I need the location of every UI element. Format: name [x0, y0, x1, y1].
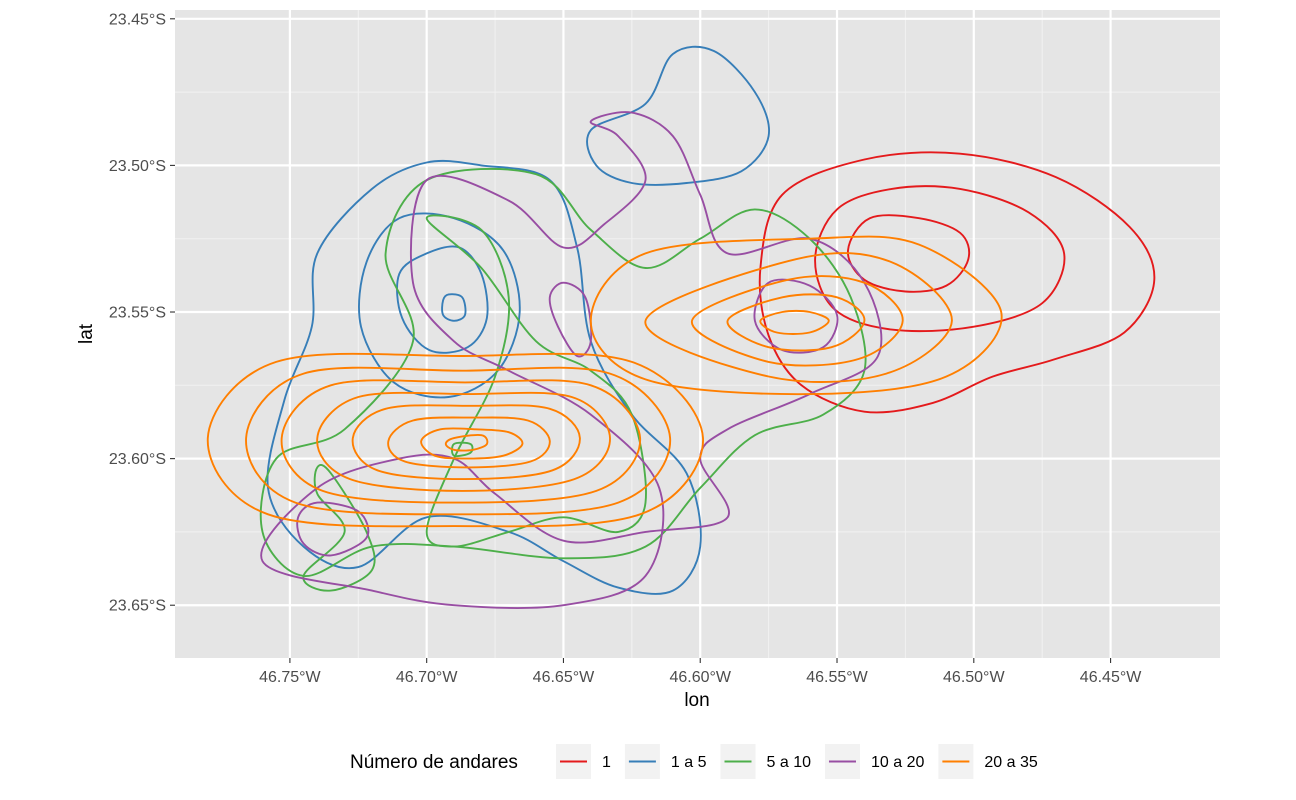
contour-line	[387, 416, 551, 469]
contour-line	[351, 404, 581, 481]
legend-label: 1 a 5	[671, 754, 707, 771]
contour-line	[451, 441, 474, 458]
contour-line	[691, 275, 904, 367]
contour-line	[441, 293, 467, 322]
x-tick-label: 46.70°W	[396, 669, 458, 686]
y-axis-title: lat	[76, 323, 97, 344]
contour-line	[589, 235, 1003, 396]
contour-line	[759, 309, 830, 335]
y-tick-label: 23.50°S	[109, 158, 166, 175]
legend-item: 10 a 20	[824, 744, 924, 779]
contour-line	[758, 151, 1156, 414]
legend-item: 1 a 5	[624, 744, 707, 779]
legend: Número de andares 1 1 a 5 5 a 10 10 a 20 20 …	[350, 744, 1038, 779]
contour-line	[814, 185, 1066, 333]
contour-line	[302, 463, 376, 592]
x-axis-title: lon	[684, 690, 709, 711]
contour-line	[245, 366, 672, 516]
legend-item: 20 a 35	[938, 744, 1038, 779]
y-tick-label: 23.65°S	[109, 598, 166, 615]
x-tick-label: 46.50°W	[943, 669, 1005, 686]
contour-line	[260, 111, 883, 609]
legend-item: 5 a 10	[720, 744, 812, 779]
x-tick-label: 46.75°W	[259, 669, 321, 686]
legend-label: 1	[602, 754, 611, 771]
y-tick-label: 23.60°S	[109, 451, 166, 468]
contour-line	[296, 501, 370, 557]
contour-line	[548, 281, 593, 358]
contour-line	[206, 352, 704, 528]
y-tick-label: 23.45°S	[109, 11, 166, 28]
legend-label: 10 a 20	[871, 754, 924, 771]
contour-line	[396, 245, 489, 354]
contour-line	[847, 214, 971, 293]
x-tick-label: 46.55°W	[806, 669, 868, 686]
legend-item: 1	[556, 744, 611, 779]
series-contours	[206, 235, 1003, 528]
minor-gridlines	[175, 10, 1220, 658]
major-gridlines	[175, 10, 1220, 658]
y-axis: 23.45°S 23.50°S 23.55°S 23.60°S 23.65°S	[109, 11, 175, 615]
contour-line	[280, 379, 642, 504]
contour-line	[726, 293, 866, 352]
legend-title: Número de andares	[350, 752, 518, 773]
series-contours	[260, 111, 883, 609]
contour-line	[316, 391, 611, 492]
legend-label: 5 a 10	[767, 754, 812, 771]
contour-line	[444, 434, 489, 452]
contour-line	[644, 252, 953, 383]
x-tick-label: 46.45°W	[1080, 669, 1142, 686]
x-tick-label: 46.60°W	[669, 669, 731, 686]
contour-line	[753, 278, 839, 354]
y-tick-label: 23.55°S	[109, 305, 166, 322]
legend-label: 20 a 35	[984, 754, 1037, 771]
legend-entries: 1 1 a 5 5 a 10 10 a 20 20 a 35	[556, 744, 1038, 779]
contour-line	[420, 427, 524, 460]
contour-line	[586, 45, 770, 186]
x-tick-label: 46.65°W	[533, 669, 595, 686]
density-contours	[206, 45, 1156, 609]
x-axis: 46.75°W 46.70°W 46.65°W 46.60°W 46.55°W 46.50…	[259, 658, 1142, 686]
series-contours	[758, 151, 1156, 414]
